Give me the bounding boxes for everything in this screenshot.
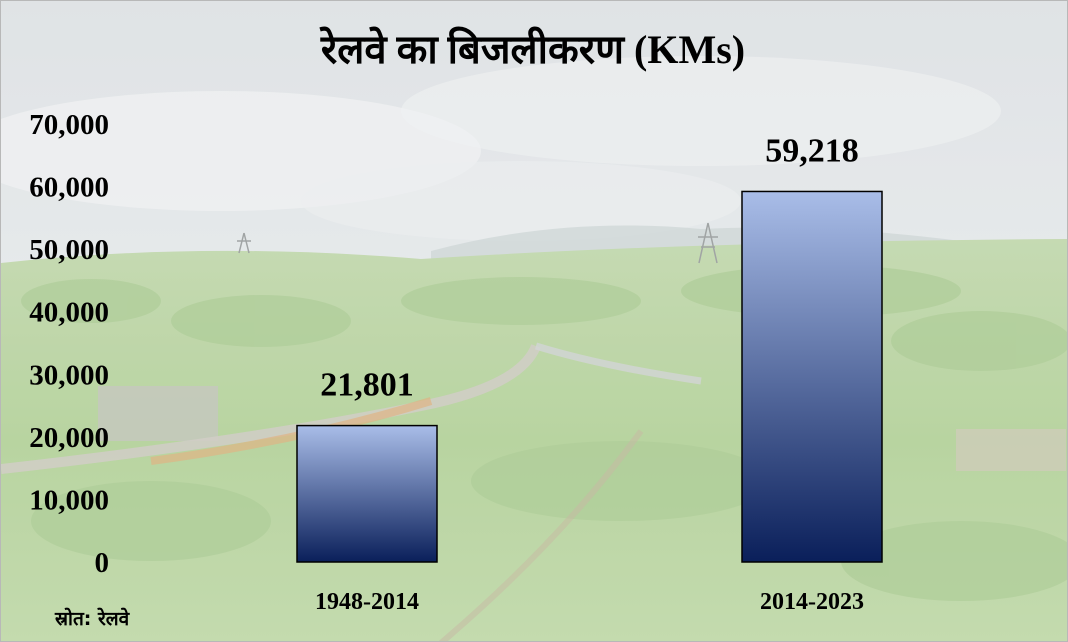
- y-tick-label: 10,000: [29, 484, 109, 516]
- y-tick-label: 50,000: [29, 234, 109, 266]
- chart-title: रेलवे का बिजलीकरण (KMs): [319, 26, 745, 72]
- y-tick-label: 40,000: [29, 297, 109, 329]
- x-category-label: 1948-2014: [315, 589, 419, 615]
- x-axis-category-labels: 1948-2014 2014-2023: [315, 589, 864, 615]
- y-tick-label: 30,000: [29, 359, 109, 391]
- y-tick-label: 20,000: [29, 422, 109, 454]
- y-tick-label: 0: [95, 547, 110, 579]
- y-tick-label: 60,000: [29, 172, 109, 204]
- data-labels-group: 21,801 59,218: [320, 132, 859, 403]
- bar-value-label: 59,218: [765, 132, 859, 169]
- bars-group: [296, 190, 883, 563]
- y-tick-label: 70,000: [29, 109, 109, 141]
- bar-value-label: 21,801: [320, 367, 414, 404]
- bar-1948-2014: [296, 424, 438, 563]
- y-axis-tick-labels: 0 10,000 20,000 30,000 40,000 50,000 60,000 70,…: [29, 109, 109, 579]
- x-category-label: 2014-2023: [760, 589, 864, 615]
- source-note: स्रोत: रेलवे: [55, 608, 130, 630]
- bar-2014-2023: [741, 190, 883, 563]
